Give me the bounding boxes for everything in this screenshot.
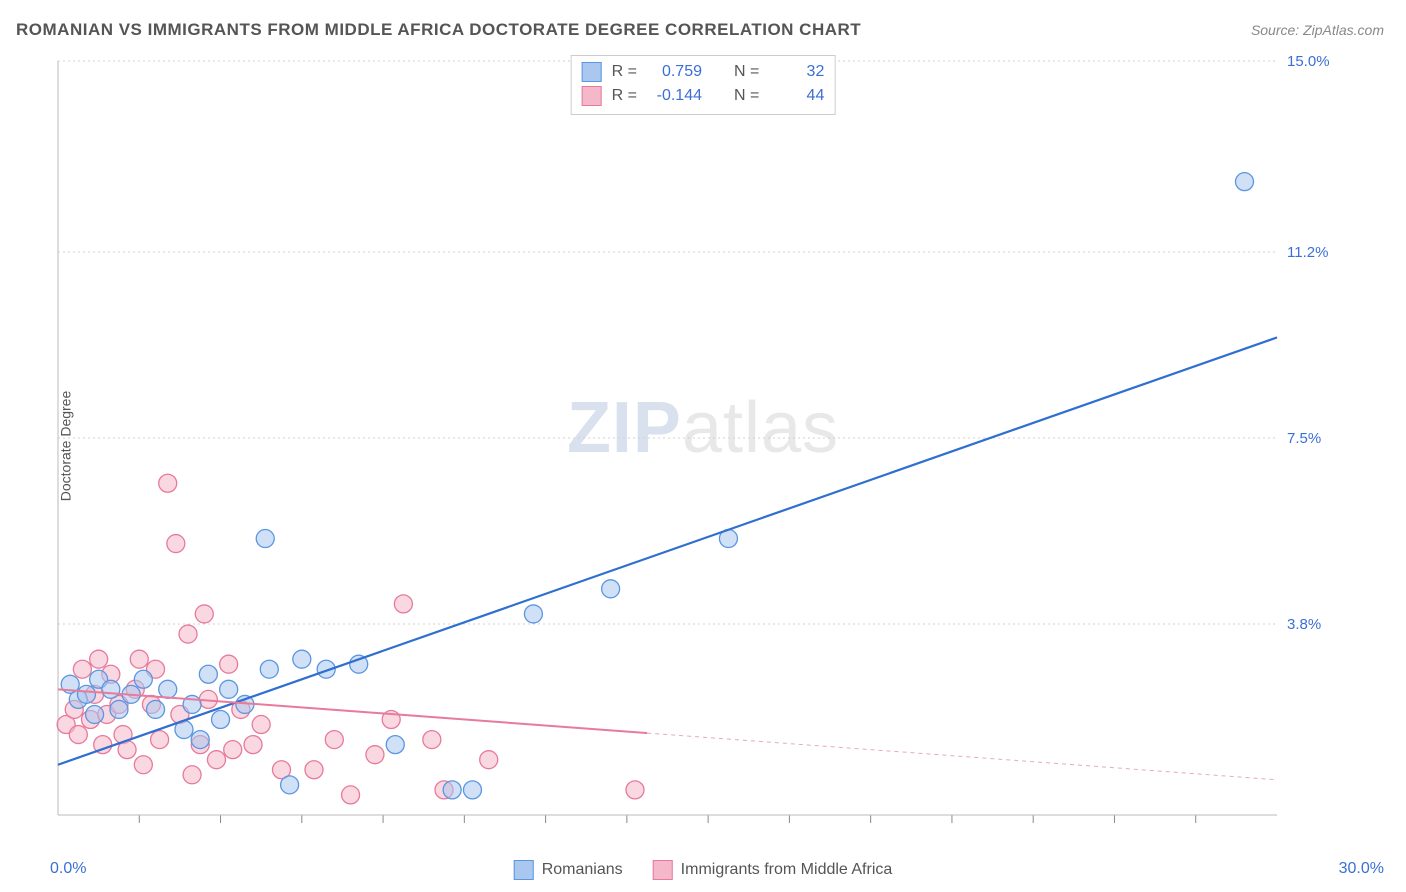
r-label-pink: R = <box>612 84 637 108</box>
r-value-blue: 0.759 <box>647 60 702 84</box>
svg-text:3.8%: 3.8% <box>1287 616 1321 633</box>
legend-item-pink: Immigrants from Middle Africa <box>653 860 893 880</box>
stats-row-pink: R = -0.144 N = 44 <box>582 84 825 108</box>
svg-text:11.2%: 11.2% <box>1287 244 1328 261</box>
legend-item-blue: Romanians <box>514 860 623 880</box>
correlation-stats-box: R = 0.759 N = 32 R = -0.144 N = 44 <box>571 55 836 115</box>
r-value-pink: -0.144 <box>647 84 702 108</box>
r-label-blue: R = <box>612 60 637 84</box>
n-value-pink: 44 <box>769 84 824 108</box>
plot-area: 3.8% 7.5% 11.2% 15.0% <box>50 55 1355 845</box>
x-axis-max-label: 30.0% <box>1339 860 1384 878</box>
legend-swatch-blue-icon <box>514 860 534 880</box>
legend-label-blue: Romanians <box>542 861 623 879</box>
scatter-svg: 3.8% 7.5% 11.2% 15.0% <box>50 55 1355 845</box>
legend-label-pink: Immigrants from Middle Africa <box>681 861 893 879</box>
svg-text:7.5%: 7.5% <box>1287 430 1321 447</box>
chart-container: ROMANIAN VS IMMIGRANTS FROM MIDDLE AFRIC… <box>0 0 1406 892</box>
swatch-pink-icon <box>582 86 602 106</box>
swatch-blue-icon <box>582 62 602 82</box>
n-label-blue: N = <box>734 60 759 84</box>
n-value-blue: 32 <box>769 60 824 84</box>
stats-row-blue: R = 0.759 N = 32 <box>582 60 825 84</box>
chart-title: ROMANIAN VS IMMIGRANTS FROM MIDDLE AFRIC… <box>16 20 861 40</box>
source-label: Source: ZipAtlas.com <box>1251 22 1384 38</box>
legend-swatch-pink-icon <box>653 860 673 880</box>
n-label-pink: N = <box>734 84 759 108</box>
bottom-legend: Romanians Immigrants from Middle Africa <box>514 860 893 880</box>
svg-text:15.0%: 15.0% <box>1287 55 1330 70</box>
x-axis-min-label: 0.0% <box>50 860 86 878</box>
